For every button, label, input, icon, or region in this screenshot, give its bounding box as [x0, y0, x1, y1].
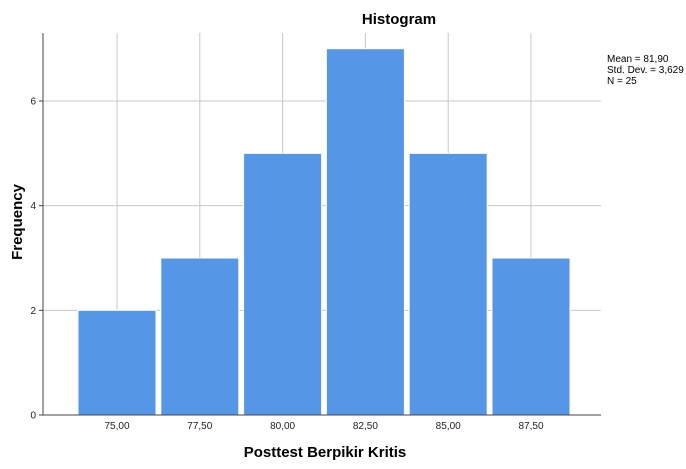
y-tick-label: 4 [30, 201, 36, 212]
x-tick-label: 77,50 [187, 421, 212, 432]
x-tick-labels: 75,00 77,50 80,00 82,50 85,00 87,50 [104, 421, 543, 432]
histogram-bar [491, 257, 571, 416]
y-axis-label: Frequency [9, 183, 26, 260]
x-tick-label: 82,50 [353, 421, 378, 432]
x-tick-label: 75,00 [104, 421, 129, 432]
x-axis-label: Posttest Berpikir Kritis [244, 444, 407, 461]
x-tick-label: 85,00 [436, 421, 461, 432]
y-tick-label: 2 [30, 306, 36, 317]
histogram-bar [160, 257, 240, 416]
y-tick-labels: 0 2 4 6 [30, 97, 36, 422]
stats-n: N = 25 [607, 76, 637, 87]
stats-mean: Mean = 81,90 [607, 54, 669, 65]
histogram-bar [408, 152, 488, 416]
axes [39, 33, 601, 416]
stats-std-dev: Std. Dev. = 3,629 [607, 65, 684, 76]
y-tick-label: 0 [30, 411, 36, 422]
y-tick-label: 6 [30, 97, 36, 108]
histogram-bar [77, 309, 157, 416]
histogram-bar [243, 152, 323, 416]
x-tick-label: 87,50 [518, 421, 543, 432]
bars [77, 48, 571, 416]
chart-title: Histogram [362, 11, 436, 28]
x-tick-label: 80,00 [270, 421, 295, 432]
stats-box: Mean = 81,90 Std. Dev. = 3,629 N = 25 [607, 54, 684, 87]
histogram-bar [325, 48, 405, 416]
